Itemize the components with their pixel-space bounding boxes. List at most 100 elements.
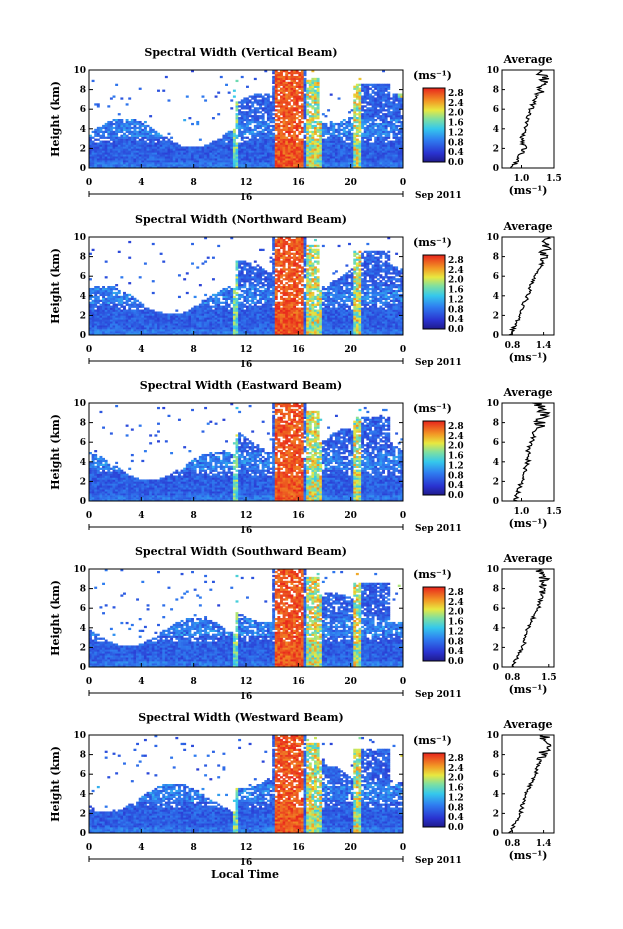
heatmap-cell: [136, 303, 140, 306]
heatmap-cell: [293, 89, 297, 92]
heatmap-cell: [243, 99, 247, 102]
heatmap-cell: [392, 140, 396, 143]
heatmap-cell: [274, 289, 278, 293]
heatmap-cell: [151, 156, 155, 159]
heatmap-cell: [91, 140, 95, 143]
heatmap-cell: [285, 319, 289, 322]
heatmap-cell: [175, 164, 179, 167]
heatmap-cell: [314, 115, 317, 118]
heatmap-cell: [287, 97, 291, 100]
heatmap-cell: [219, 325, 223, 328]
heatmap-cell: [248, 122, 252, 126]
heatmap-cell: [316, 77, 320, 81]
heatmap-cell: [196, 333, 200, 336]
heatmap-cell: [193, 317, 197, 320]
heatmap-cell: [201, 158, 205, 161]
heatmap-cell: [102, 152, 105, 155]
heatmap-cell: [175, 331, 179, 334]
heatmap-cell: [89, 319, 92, 322]
heatmap-cell: [136, 126, 140, 130]
heatmap-cell: [151, 166, 155, 169]
heatmap-cell: [227, 331, 231, 334]
heatmap-cell: [117, 160, 121, 163]
heatmap-cell: [217, 154, 221, 157]
heatmap-cell: [290, 87, 294, 90]
heatmap-cell: [308, 140, 312, 143]
heatmap-cell: [183, 327, 187, 330]
heatmap-cell: [311, 152, 315, 155]
heatmap-cell: [146, 325, 150, 328]
heatmap-cell: [272, 286, 276, 289]
heatmap-cell: [217, 311, 221, 314]
heatmap-cell: [308, 89, 312, 92]
heatmap-cell: [130, 130, 134, 134]
heatmap-cell: [243, 150, 247, 153]
heatmap-cell: [96, 295, 100, 299]
heatmap-cell: [240, 268, 244, 271]
heatmap-cell: [104, 293, 108, 297]
heatmap-cell: [248, 160, 252, 163]
heatmap-cell: [219, 75, 223, 79]
heatmap-cell: [264, 138, 268, 141]
heatmap-cell: [151, 309, 155, 312]
heatmap-cell: [232, 146, 236, 149]
heatmap-cell: [264, 295, 268, 299]
heatmap-cell: [274, 262, 278, 265]
heatmap-cell: [285, 142, 289, 145]
heatmap-cell: [159, 142, 163, 145]
heatmap-cell: [274, 327, 278, 330]
heatmap-cell: [251, 325, 255, 328]
heatmap-cell: [261, 270, 265, 273]
heatmap-cell: [274, 321, 278, 324]
heatmap-cell: [96, 130, 100, 134]
heatmap-cell: [246, 333, 249, 336]
heatmap-cell: [340, 132, 344, 135]
heatmap-cell: [324, 166, 328, 169]
heatmap-cell: [280, 329, 283, 332]
heatmap-cell: [204, 305, 208, 308]
heatmap-cell: [264, 291, 268, 295]
heatmap-cell: [308, 148, 312, 151]
heatmap-cell: [280, 160, 283, 163]
heatmap-cell: [198, 138, 202, 141]
heatmap-cell: [191, 156, 194, 159]
average-title: Average: [502, 53, 552, 66]
heatmap-cell: [115, 331, 119, 334]
heatmap-cell: [175, 317, 179, 320]
heatmap-cell: [117, 120, 121, 124]
heatmap-cell: [308, 134, 312, 137]
heatmap-cell: [246, 150, 249, 153]
heatmap-cell: [104, 303, 108, 306]
heatmap-cell: [188, 311, 192, 314]
heatmap-cell: [123, 156, 126, 159]
heatmap-cell: [355, 142, 359, 145]
heatmap-cell: [376, 122, 380, 126]
heatmap-cell: [261, 138, 265, 141]
heatmap-cell: [238, 307, 242, 310]
heatmap-cell: [266, 93, 270, 96]
heatmap-cell: [117, 319, 121, 322]
heatmap-cell: [243, 266, 247, 269]
heatmap-cell: [368, 156, 372, 159]
heatmap-cell: [133, 132, 137, 135]
heatmap-cell: [89, 325, 92, 328]
heatmap-cell: [379, 142, 383, 145]
heatmap-cell: [259, 293, 262, 297]
heatmap-cell: [251, 136, 255, 139]
heatmap-cell: [293, 75, 297, 79]
heatmap-cell: [387, 99, 391, 102]
heatmap-cell: [348, 142, 351, 145]
heatmap-cell: [358, 162, 362, 165]
heatmap-cell: [120, 331, 124, 334]
heatmap-cell: [261, 103, 265, 106]
heatmap-cell: [316, 158, 320, 161]
heatmap-cell: [243, 146, 247, 149]
heatmap-cell: [125, 160, 129, 163]
heatmap-cell: [261, 323, 265, 326]
heatmap-cell: [107, 164, 111, 167]
heatmap-cell: [269, 134, 273, 137]
heatmap-cell: [128, 297, 132, 301]
heatmap-cell: [232, 140, 236, 143]
heatmap-cell: [162, 327, 166, 330]
heatmap-cell: [355, 140, 359, 143]
